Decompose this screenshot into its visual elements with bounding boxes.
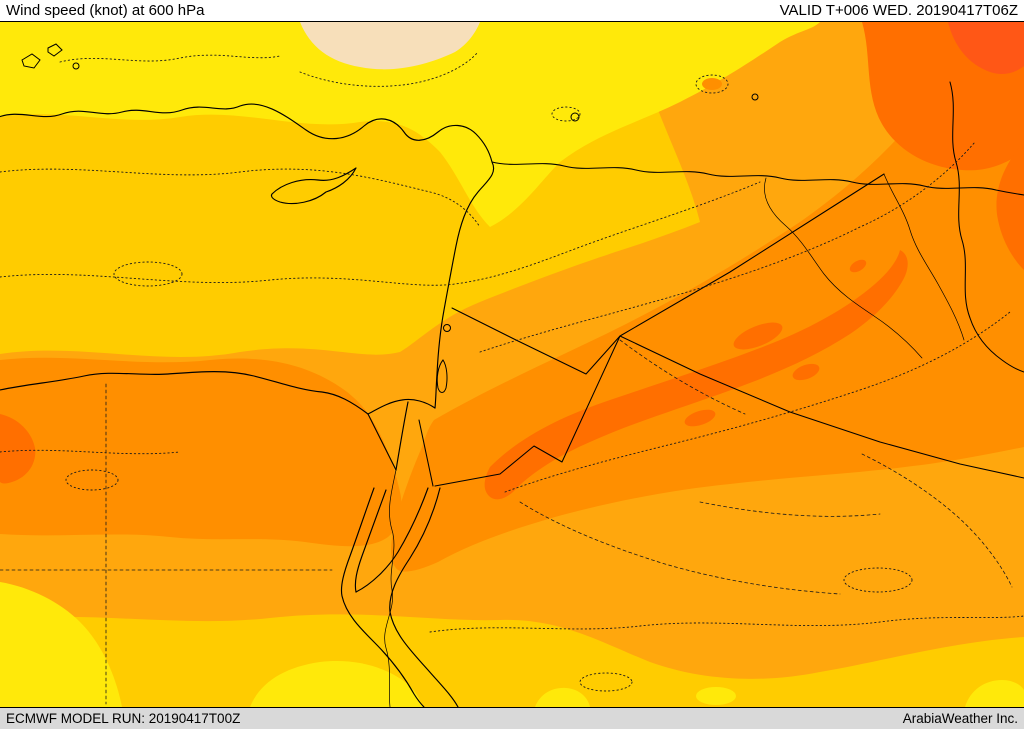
fill-red-core-corner [948, 22, 1024, 74]
admin-dotted-saudi-2 [619, 339, 746, 415]
border-israel-egypt [418, 419, 434, 487]
dead-sea [436, 359, 448, 393]
fill-yellow-bottom-small [535, 687, 590, 707]
nile-delta-branch-east [395, 401, 409, 471]
isotach-dotted-5 [504, 311, 1011, 493]
map-canvas [0, 22, 1024, 707]
fill-yellow-top [0, 22, 820, 227]
border-turkey-syria-iraq [491, 161, 1024, 196]
coastline-gulf-of-suez-red-sea-west [340, 487, 425, 707]
isotach-dotted-6 [429, 615, 1024, 633]
border-syria-jordan [451, 307, 621, 375]
coastline-turkey-levant [0, 103, 495, 409]
nile-delta-branch-west [367, 413, 397, 471]
border-jordan-saudi [434, 335, 621, 487]
contour-loop-5 [695, 74, 729, 94]
fill-cream-patch [300, 22, 480, 70]
fill-yellow-bottom-center [250, 661, 422, 707]
contour-loop-1 [113, 261, 183, 287]
admin-dotted-saudi-1 [519, 501, 841, 595]
aegean-islet-3 [72, 62, 80, 70]
fill-yellow-bottom-left [0, 582, 122, 707]
border-iraq-saudi [619, 335, 1024, 479]
contour-loop-3 [843, 567, 913, 593]
fill-red-spot-2 [792, 363, 820, 381]
map-footer: ECMWF MODEL RUN: 20190417T00Z ArabiaWeat… [0, 707, 1024, 729]
fill-red-spot-left-edge [0, 414, 36, 484]
fill-yellow-spot [696, 687, 736, 705]
fill-deep-orange-left-band [0, 357, 402, 547]
wind-speed-map [0, 22, 1024, 707]
fill-deep-orange-spot [702, 78, 722, 90]
isotach-dotted-1 [0, 168, 481, 228]
fill-red-core-band [484, 250, 908, 500]
cyprus-island [270, 167, 357, 205]
contour-loop-6 [551, 106, 581, 122]
coastline-sinai-east [355, 487, 429, 593]
fill-gold-bottom [0, 614, 1024, 707]
aegean-islet-1 [21, 53, 41, 69]
map-title: Wind speed (knot) at 600 hPa [6, 2, 205, 19]
isotach-dotted-4 [479, 141, 976, 353]
euphrates-river [764, 177, 923, 359]
nile-river [384, 469, 397, 707]
coastline-red-sea-east [389, 487, 459, 707]
turkey-lake-1 [570, 112, 580, 122]
fill-red-spot-4 [849, 259, 867, 273]
border-syria-iraq [619, 173, 885, 337]
aegean-islet-2 [47, 43, 63, 57]
admin-dotted-saudi-3 [861, 453, 1013, 588]
isotach-dotted-2 [0, 181, 761, 286]
isotach-dotted-3 [0, 449, 181, 455]
sea-of-galilee [443, 324, 451, 332]
branding-label: ArabiaWeather Inc. [902, 711, 1018, 726]
fill-red-spot-3 [684, 409, 716, 427]
isotach-dotted-turkey [59, 54, 281, 63]
fill-red-right-edge [996, 142, 1024, 270]
turkey-lake-2 [751, 93, 759, 101]
fill-red-spot-1 [733, 322, 783, 350]
coastline-nile-delta-egypt [0, 371, 436, 415]
fill-yellow-bottom-right [965, 680, 1024, 707]
contour-loop-4 [579, 672, 633, 692]
contour-loop-2 [65, 469, 119, 491]
valid-time-label: VALID T+006 WED. 20190417T06Z [779, 2, 1018, 19]
border-iraq-iran [949, 81, 1024, 373]
coastline-sinai-west [354, 489, 387, 593]
tigris-river [883, 173, 965, 341]
model-run-label: ECMWF MODEL RUN: 20190417T00Z [6, 711, 241, 726]
admin-dotted-iraq [699, 501, 881, 517]
map-header: Wind speed (knot) at 600 hPa VALID T+006… [0, 0, 1024, 22]
